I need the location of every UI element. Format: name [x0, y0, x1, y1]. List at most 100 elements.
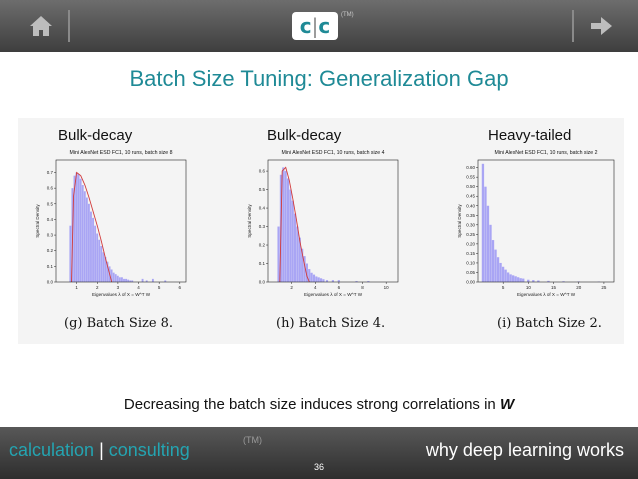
- top-divider-right: [572, 10, 574, 42]
- chart-title: Mini AlexNet ESD FC1, 10 runs, batch siz…: [495, 150, 598, 156]
- histogram-bar: [79, 178, 82, 282]
- histogram-bar: [296, 226, 299, 282]
- histogram-bar: [129, 280, 132, 282]
- histogram-bar: [514, 276, 517, 282]
- histogram-bar: [145, 280, 148, 282]
- histogram-bar: [87, 203, 90, 282]
- histogram-bar: [298, 237, 301, 282]
- histogram-bar: [90, 211, 92, 282]
- histogram-bar: [484, 186, 487, 282]
- chart-batch-size-8: Mini AlexNet ESD FC1, 10 runs, batch siz…: [34, 146, 190, 304]
- y-tick-label: 0.4: [47, 217, 54, 222]
- histogram-bar: [69, 225, 72, 282]
- histogram-bar: [522, 278, 525, 282]
- chart-batch-size-2: Mini AlexNet ESD FC1, 10 runs, batch siz…: [456, 146, 618, 304]
- top-divider-left: [68, 10, 70, 42]
- histogram-bar: [532, 280, 535, 282]
- y-tick-label: 0.6: [259, 169, 266, 174]
- y-tick-label: 0.5: [47, 201, 54, 206]
- histogram-bar: [112, 272, 115, 282]
- x-axis-label: Eigenvalues λ of X = W^T W: [92, 292, 151, 297]
- histogram-bar: [121, 277, 123, 282]
- footer-separator: |: [94, 440, 109, 460]
- histogram-bar: [325, 280, 329, 282]
- histogram-bar: [141, 278, 144, 282]
- histogram-bar: [481, 163, 485, 282]
- histogram-bar: [102, 252, 105, 282]
- y-tick-label: 0.40: [466, 203, 475, 208]
- histogram-bar: [527, 279, 530, 282]
- caption-batch-4: (h) Batch Size 4.: [276, 316, 386, 331]
- chart-svg-batch-2: Mini AlexNet ESD FC1, 10 runs, batch siz…: [457, 150, 615, 297]
- histogram-bar: [491, 240, 495, 282]
- x-tick-label: 4: [314, 285, 317, 290]
- y-tick-label: 0.0: [259, 280, 266, 285]
- histogram-bar: [282, 167, 285, 282]
- histogram-bar: [489, 224, 492, 282]
- x-tick-label: 10: [526, 285, 532, 290]
- y-tick-label: 0.55: [466, 175, 475, 180]
- histogram-bar: [106, 261, 109, 282]
- y-tick-label: 0.10: [466, 260, 475, 265]
- histogram-bar: [94, 225, 97, 282]
- fit-curve: [279, 166, 310, 283]
- y-axis-label: Spectral Density: [247, 204, 252, 238]
- histogram-bar: [519, 278, 522, 282]
- histogram-bar: [125, 278, 127, 282]
- y-tick-label: 0.0: [47, 280, 54, 285]
- y-tick-label: 0.45: [466, 194, 475, 199]
- histogram-bar: [110, 269, 113, 282]
- y-tick-label: 0.1: [47, 264, 54, 269]
- arrow-right-icon: [591, 17, 612, 35]
- histogram-bar: [496, 257, 500, 282]
- x-tick-label: 5: [158, 285, 161, 290]
- histogram-bar: [92, 217, 94, 282]
- x-tick-label: 6: [179, 285, 182, 290]
- figure-panel: [18, 118, 624, 344]
- histogram-bar: [331, 280, 334, 282]
- logo: c|c: [292, 12, 338, 40]
- home-button[interactable]: [26, 13, 56, 39]
- chart-svg-batch-8: Mini AlexNet ESD FC1, 10 runs, batch siz…: [35, 150, 187, 297]
- histogram-bar: [77, 174, 80, 282]
- footer-brand: calculation | consulting: [9, 440, 190, 461]
- x-tick-label: 8: [361, 285, 364, 290]
- fit-curve: [71, 171, 113, 283]
- histogram-bar: [301, 248, 304, 282]
- slide-title: Batch Size Tuning: Generalization Gap: [129, 66, 509, 91]
- histogram-bar: [118, 277, 121, 282]
- axes-frame: [267, 159, 399, 283]
- page-number: 36: [313, 462, 324, 472]
- footer-tagline: why deep learning works: [425, 440, 624, 460]
- histogram-bar: [75, 172, 78, 282]
- chart-svg-batch-4: Mini AlexNet ESD FC1, 10 runs, batch siz…: [247, 150, 399, 297]
- next-slide-button[interactable]: [586, 13, 616, 39]
- histogram-bar: [104, 256, 107, 282]
- top-nav-bar: c|c (TM): [0, 0, 638, 52]
- histogram-bar: [504, 269, 507, 282]
- slide-statement: Decreasing the batch size induces strong…: [0, 396, 638, 413]
- statement-text: Decreasing the batch size induces strong…: [123, 396, 500, 413]
- histogram-bar: [277, 226, 280, 282]
- histogram-bar: [310, 272, 313, 282]
- axes-frame: [477, 159, 615, 283]
- x-axis-label: Eigenvalues λ of X = W^T W: [304, 292, 363, 297]
- histogram-bar: [320, 278, 323, 282]
- histogram-bar: [547, 280, 550, 282]
- y-tick-label: 0.15: [466, 251, 475, 256]
- histogram-bar: [486, 205, 490, 282]
- histogram-bar: [96, 233, 99, 282]
- histogram-bar: [355, 281, 358, 282]
- y-tick-label: 0.35: [466, 213, 475, 218]
- chart-batch-size-4: Mini AlexNet ESD FC1, 10 runs, batch siz…: [246, 146, 402, 304]
- x-tick-label: 3: [117, 285, 120, 290]
- histogram-bar: [73, 175, 76, 282]
- y-tick-label: 0.5: [259, 187, 266, 192]
- y-tick-label: 0.3: [259, 224, 266, 229]
- histogram-bar: [83, 191, 86, 282]
- panel-label-3: Heavy-tailed: [488, 127, 572, 144]
- y-tick-label: 0.2: [47, 248, 54, 253]
- x-axis-label: Eigenvalues λ of X = W^T W: [517, 292, 576, 297]
- y-axis-label: Spectral Density: [35, 204, 40, 238]
- histogram-bar: [294, 213, 297, 282]
